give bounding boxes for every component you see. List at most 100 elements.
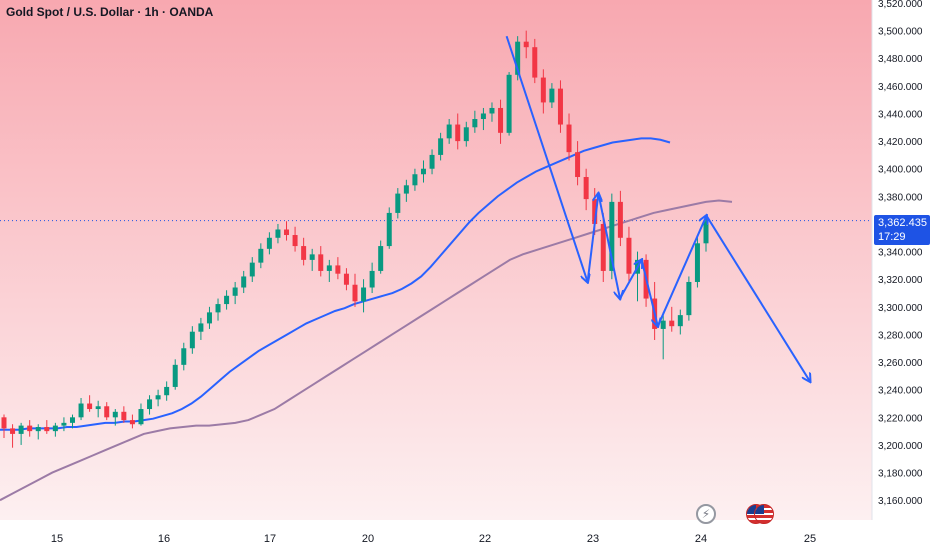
chart-title: Gold Spot / U.S. Dollar · 1h · OANDA	[6, 5, 214, 19]
candle-body	[575, 152, 581, 178]
candle-body	[164, 386, 170, 396]
candle-body	[455, 124, 461, 142]
y-tick-label: 3,180.000	[878, 469, 923, 480]
candle-body	[489, 107, 495, 114]
x-tick-label: 25	[804, 533, 816, 545]
candle-body	[78, 403, 84, 418]
annotation-arrow	[505, 35, 588, 282]
candle-body	[27, 425, 33, 432]
candle-body	[369, 270, 375, 288]
candle-body	[318, 254, 324, 271]
y-tick-label: 3,460.000	[878, 82, 923, 93]
candle-body	[592, 199, 598, 224]
candle-body	[138, 409, 144, 425]
x-tick-label: 24	[695, 533, 707, 545]
candle-body	[258, 248, 264, 263]
candle-body	[326, 265, 332, 271]
candle-body	[361, 287, 367, 302]
candle-body	[566, 124, 572, 153]
candle-body	[412, 174, 418, 186]
candle-body	[284, 229, 290, 236]
candle-body	[189, 331, 195, 349]
candle-body	[266, 237, 272, 249]
x-tick-label: 15	[51, 533, 63, 545]
candle-body	[52, 425, 58, 432]
candle-body	[343, 273, 349, 285]
candle-body	[660, 320, 666, 329]
y-tick-label: 3,400.000	[878, 165, 923, 176]
y-tick-label: 3,220.000	[878, 413, 923, 424]
x-tick-label: 16	[158, 533, 170, 545]
candle-body	[301, 246, 307, 260]
y-tick-label: 3,480.000	[878, 54, 923, 65]
candle-body	[112, 411, 118, 418]
annotation-arrow	[640, 259, 658, 326]
x-tick-label: 22	[479, 533, 491, 545]
candle-body	[703, 221, 709, 244]
candle-body	[609, 201, 615, 271]
candle-body	[44, 426, 50, 432]
candle-body	[583, 177, 589, 200]
candle-body	[241, 276, 247, 288]
y-tick-label: 3,420.000	[878, 137, 923, 148]
candle-body	[35, 426, 41, 432]
candle-body	[61, 422, 67, 426]
x-tick-label: 20	[362, 533, 374, 545]
candle-body	[104, 406, 110, 418]
candle-body	[224, 295, 230, 305]
candle-body	[121, 411, 127, 421]
candle-body	[87, 403, 93, 410]
candle-body	[438, 138, 444, 155]
candle-body	[472, 119, 478, 128]
candle-body	[557, 88, 563, 125]
candle-body	[352, 284, 358, 302]
candle-body	[155, 395, 161, 400]
y-tick-label: 3,380.000	[878, 192, 923, 203]
y-tick-label: 3,440.000	[878, 109, 923, 120]
y-tick-label: 3,240.000	[878, 386, 923, 397]
candle-body	[403, 185, 409, 194]
candle-body	[515, 41, 521, 75]
candle-body	[378, 246, 384, 271]
candle-body	[686, 281, 692, 316]
candle-body	[386, 212, 392, 247]
candle-body	[172, 364, 178, 387]
candle-body	[429, 154, 435, 169]
candle-body	[181, 348, 187, 365]
candle-body	[275, 229, 281, 238]
candle-body	[232, 287, 238, 296]
candle-body	[480, 113, 486, 120]
us-flag-icon[interactable]	[754, 504, 774, 524]
y-tick-label: 3,280.000	[878, 330, 923, 341]
candle-body	[395, 193, 401, 213]
y-tick-label: 3,300.000	[878, 303, 923, 314]
annotation-arrow	[619, 260, 642, 300]
candle-body	[309, 254, 315, 260]
candle-body	[18, 425, 24, 434]
candle-body	[617, 201, 623, 238]
annotation-arrow	[656, 216, 707, 327]
candle-body	[540, 77, 546, 103]
y-tick-label: 3,200.000	[878, 441, 923, 452]
y-tick-label: 3,340.000	[878, 248, 923, 259]
candle-body	[506, 74, 512, 133]
candle-body	[129, 420, 135, 425]
candle-body	[249, 262, 255, 277]
candle-body	[677, 315, 683, 327]
y-tick-label: 3,500.000	[878, 27, 923, 38]
candle-body	[446, 124, 452, 139]
current-price-badge: 3,362.435 17:29	[874, 215, 930, 245]
candle-body	[463, 127, 469, 142]
candle-body	[215, 304, 221, 313]
candle-body	[600, 223, 606, 271]
time-axis-background	[0, 520, 872, 550]
flash-icon[interactable]: ⚡	[696, 504, 716, 524]
x-tick-label: 17	[264, 533, 276, 545]
price-axis-background	[872, 0, 932, 550]
y-tick-label: 3,320.000	[878, 275, 923, 286]
moving-average-fast-line	[0, 137, 671, 431]
candle-body	[206, 312, 212, 324]
candle-body	[626, 237, 632, 274]
